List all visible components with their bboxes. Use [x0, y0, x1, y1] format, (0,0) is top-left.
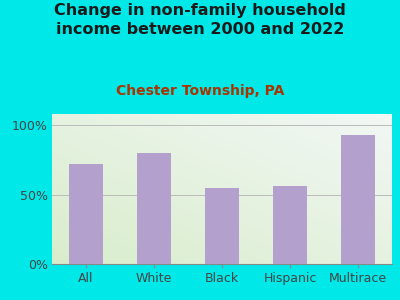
Bar: [205, 188, 239, 264]
Bar: [69, 164, 103, 264]
Bar: [341, 135, 375, 264]
Text: Change in non-family household
income between 2000 and 2022: Change in non-family household income be…: [54, 3, 346, 37]
Bar: [273, 186, 307, 264]
Bar: [137, 153, 171, 264]
Text: Chester Township, PA: Chester Township, PA: [116, 84, 284, 98]
